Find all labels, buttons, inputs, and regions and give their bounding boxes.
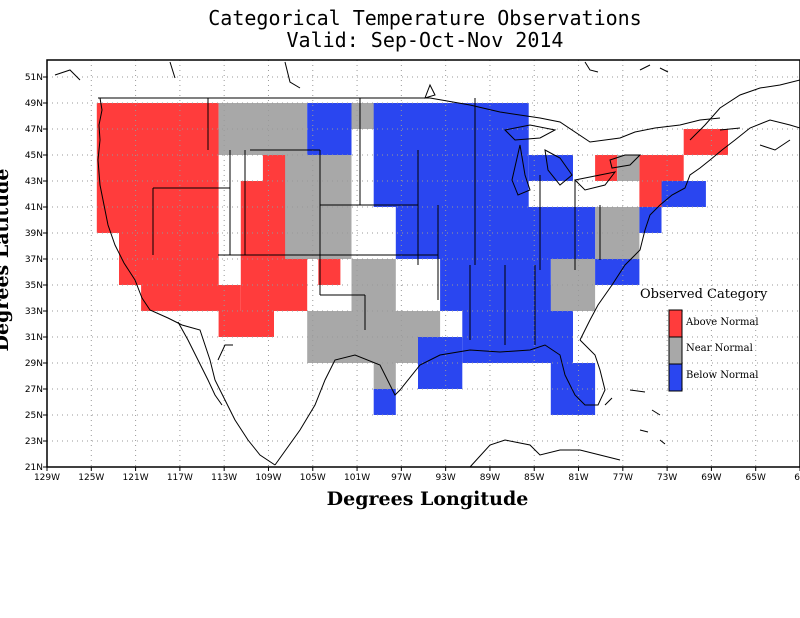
category-cell-above <box>141 285 197 311</box>
legend-label-near: Near Normal <box>686 343 753 354</box>
greenland-canada-north <box>54 61 800 151</box>
east-coast <box>579 119 800 341</box>
map-frame <box>46 59 800 468</box>
y-tick-label: 35N <box>25 281 43 291</box>
category-cell-below <box>661 181 706 207</box>
x-tick-label: 113W <box>211 473 237 483</box>
category-cell-below <box>639 207 662 233</box>
y-tick-labels: 51N 49N 47N 45N 43N 41N 39N 37N 35N 33N 31N 29N 27N 2… <box>25 73 47 473</box>
category-cell-below <box>373 103 529 207</box>
yucatan <box>469 439 621 468</box>
category-cell-near <box>351 259 396 311</box>
legend-title: Observed Category <box>640 287 768 302</box>
coastline-west <box>97 97 276 466</box>
category-cell-near <box>285 155 352 259</box>
category-cell-above <box>318 259 341 285</box>
y-tick-label: 33N <box>25 307 43 317</box>
x-tick-label: 97W <box>391 473 411 483</box>
legend-swatch-near <box>668 336 683 365</box>
x-tick-label: 121W <box>123 473 149 483</box>
caribbean-islands <box>604 389 666 445</box>
category-cell-below <box>595 259 640 285</box>
x-tick-label: 89W <box>480 473 500 483</box>
y-tick-label: 47N <box>25 125 43 135</box>
y-tick-label: 51N <box>25 73 43 83</box>
category-cell-below <box>395 207 596 259</box>
x-tick-label: 81W <box>568 473 588 483</box>
x-tick-label: 77W <box>613 473 633 483</box>
category-cell-below <box>418 337 463 389</box>
category-cell-below <box>528 155 573 181</box>
gridlines <box>47 60 800 467</box>
y-tick-label: 23N <box>25 437 43 447</box>
x-tick-label: 65W <box>746 473 766 483</box>
y-tick-label: 43N <box>25 177 43 187</box>
category-cell-above <box>96 103 219 233</box>
legend-swatch-above <box>668 309 683 338</box>
y-tick-label: 41N <box>25 203 43 213</box>
category-cell-above <box>218 311 274 337</box>
category-cell-near <box>373 363 396 389</box>
y-tick-label: 25N <box>25 411 43 421</box>
x-tick-label: 85W <box>524 473 544 483</box>
x-tick-label: 129W <box>34 473 60 483</box>
geographic-outlines <box>54 61 800 468</box>
x-tick-label: 105W <box>300 473 326 483</box>
category-cells <box>96 103 728 415</box>
great-lakes <box>503 124 642 196</box>
category-cell-above <box>196 285 241 311</box>
x-tick-label: 109W <box>255 473 281 483</box>
x-tick-label: 61 <box>794 473 800 483</box>
canada-border <box>98 97 721 143</box>
legend-label-below: Below Normal <box>686 370 758 381</box>
category-cell-above <box>119 233 219 285</box>
y-tick-label: 39N <box>25 229 43 239</box>
x-tick-labels: 129W 125W 121W 117W 113W 109W 105W 101W 97W 93W 89… <box>34 467 800 483</box>
legend-swatch-below <box>668 363 683 392</box>
y-tick-label: 29N <box>25 359 43 369</box>
x-tick-label: 117W <box>167 473 193 483</box>
baja-peninsula <box>177 321 233 406</box>
legend-label-above: Above Normal <box>685 317 759 328</box>
y-tick-label: 27N <box>25 385 43 395</box>
category-cell-below <box>373 389 396 415</box>
x-tick-label: 73W <box>657 473 677 483</box>
y-tick-label: 37N <box>25 255 43 265</box>
y-tick-label: 21N <box>25 463 43 473</box>
y-tick-label: 31N <box>25 333 43 343</box>
x-tick-label: 93W <box>435 473 455 483</box>
x-tick-label: 101W <box>344 473 370 483</box>
x-axis-label: Degrees Longitude <box>326 488 529 510</box>
y-tick-label: 45N <box>25 151 43 161</box>
gulf-of-mexico-coast <box>274 339 606 466</box>
map-title: Categorical Temperature Observations <box>208 6 642 30</box>
legend: Observed Category Above Normal Near Norm… <box>640 287 768 392</box>
map-subtitle: Valid: Sep-Oct-Nov 2014 <box>286 28 564 52</box>
category-cell-below <box>307 103 352 155</box>
x-tick-label: 69W <box>701 473 721 483</box>
y-tick-label: 49N <box>25 99 43 109</box>
state-lines <box>152 98 601 345</box>
x-tick-label: 125W <box>78 473 104 483</box>
